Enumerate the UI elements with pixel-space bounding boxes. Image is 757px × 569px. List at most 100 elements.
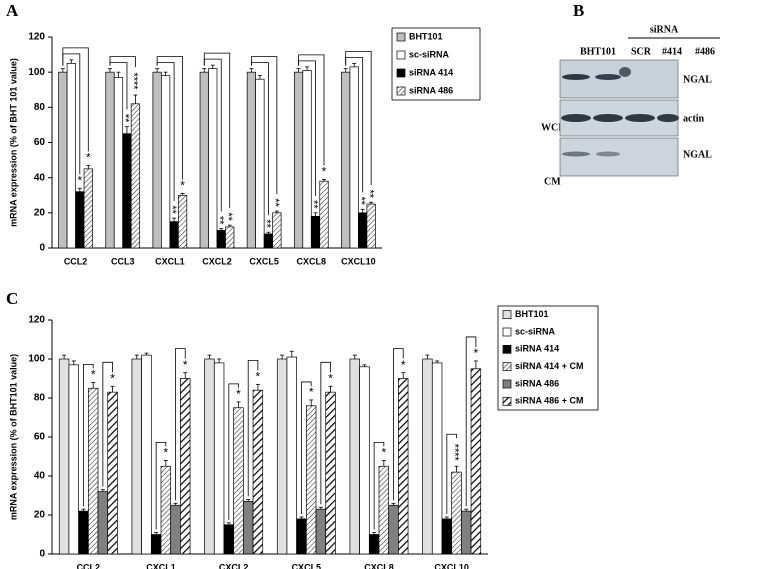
bar bbox=[305, 405, 317, 555]
error-bar bbox=[464, 508, 469, 512]
error-bar bbox=[124, 126, 129, 134]
significance-label: **** bbox=[449, 444, 461, 462]
error-bar bbox=[360, 208, 365, 213]
error-bar bbox=[305, 66, 310, 71]
bar bbox=[78, 510, 89, 555]
bar bbox=[388, 504, 399, 555]
band bbox=[562, 74, 590, 80]
band bbox=[593, 114, 623, 122]
significance-bracket bbox=[228, 383, 239, 520]
error-bar bbox=[110, 385, 115, 393]
band bbox=[562, 151, 590, 157]
legend-label: siRNA 414 bbox=[409, 67, 453, 77]
error-bar bbox=[318, 506, 323, 510]
bar bbox=[113, 77, 124, 249]
error-bar bbox=[246, 498, 251, 502]
significance-label: ** bbox=[269, 198, 281, 207]
error-bar bbox=[328, 385, 333, 393]
x-tick-label: CXCL10 bbox=[341, 256, 376, 266]
bar bbox=[160, 465, 172, 555]
error-bar bbox=[210, 64, 215, 69]
x-tick-label: CXCL5 bbox=[249, 256, 279, 266]
bar bbox=[199, 71, 209, 249]
error-bar bbox=[473, 360, 478, 369]
y-tick-label: 60 bbox=[34, 137, 46, 148]
x-tick-label: CXCL8 bbox=[364, 562, 394, 569]
y-tick-label: 100 bbox=[28, 354, 45, 365]
x-tick-label: CXCL5 bbox=[292, 562, 322, 569]
error-bar bbox=[444, 516, 449, 519]
error-bar bbox=[289, 350, 294, 358]
error-bar bbox=[236, 401, 241, 408]
error-bar bbox=[134, 354, 139, 359]
bar bbox=[107, 391, 118, 555]
error-bar bbox=[116, 71, 121, 78]
significance-label: * bbox=[77, 173, 82, 187]
error-bar bbox=[255, 383, 260, 391]
significance-bracket bbox=[156, 56, 183, 180]
legend-swatch bbox=[396, 86, 406, 96]
bar bbox=[243, 501, 254, 555]
significance-bracket bbox=[62, 47, 89, 152]
bar bbox=[378, 465, 390, 555]
bar bbox=[161, 75, 171, 249]
panel-label: C bbox=[6, 289, 18, 308]
legend-label: sc-siRNA bbox=[515, 326, 556, 336]
bar bbox=[225, 226, 235, 249]
lane-label: BHT101 bbox=[580, 46, 616, 57]
error-bar bbox=[435, 360, 440, 363]
error-bar bbox=[172, 217, 177, 222]
band bbox=[561, 114, 591, 122]
significance-label: ** bbox=[222, 212, 234, 221]
legend-swatch bbox=[502, 362, 512, 372]
significance-label: * bbox=[256, 370, 261, 384]
x-tick-label: CXCL10 bbox=[434, 562, 469, 569]
error-bar bbox=[217, 358, 222, 363]
error-bar bbox=[274, 210, 279, 213]
bar bbox=[246, 71, 257, 249]
significance-bracket bbox=[247, 359, 259, 497]
error-bar bbox=[77, 187, 82, 192]
bar bbox=[359, 366, 370, 555]
significance-label: * bbox=[401, 358, 406, 372]
bar bbox=[451, 471, 462, 555]
error-bar bbox=[343, 68, 348, 73]
error-bar bbox=[180, 193, 185, 196]
bar bbox=[252, 389, 264, 555]
error-bar bbox=[369, 201, 374, 205]
y-axis-label: mRNA expression (% of BHT 101 value) bbox=[8, 58, 18, 227]
error-bar bbox=[454, 465, 459, 473]
significance-label: * bbox=[322, 165, 327, 179]
error-bar bbox=[219, 228, 224, 231]
error-bar bbox=[266, 231, 271, 234]
error-bar bbox=[313, 212, 318, 217]
y-tick-label: 80 bbox=[34, 393, 46, 404]
y-tick-label: 100 bbox=[28, 67, 45, 78]
x-tick-label: CXCL1 bbox=[155, 256, 185, 266]
significance-label: ** bbox=[308, 200, 320, 209]
x-tick-label: CXCL1 bbox=[146, 562, 176, 569]
y-tick-label: 40 bbox=[34, 172, 46, 183]
error-bar bbox=[352, 354, 357, 359]
error-bar bbox=[309, 399, 314, 406]
y-tick-label: 120 bbox=[28, 315, 45, 326]
bar bbox=[233, 407, 244, 555]
significance-label: * bbox=[110, 371, 115, 385]
bar bbox=[286, 356, 297, 555]
panel-label: B bbox=[573, 1, 584, 20]
significance-bracket bbox=[446, 433, 457, 514]
error-bar bbox=[86, 164, 91, 169]
error-bar bbox=[183, 372, 188, 379]
significance-label: ** bbox=[213, 216, 225, 225]
row-label: CM bbox=[544, 176, 561, 187]
significance-bracket bbox=[251, 56, 278, 195]
bar bbox=[461, 510, 472, 555]
error-bar bbox=[173, 502, 178, 506]
error-bar bbox=[155, 68, 160, 73]
legend-label: sc-siRNA bbox=[409, 49, 450, 59]
bar bbox=[180, 378, 191, 555]
y-tick-label: 120 bbox=[28, 32, 45, 43]
x-tick-label: CCL2 bbox=[64, 256, 88, 266]
bar bbox=[431, 362, 443, 555]
